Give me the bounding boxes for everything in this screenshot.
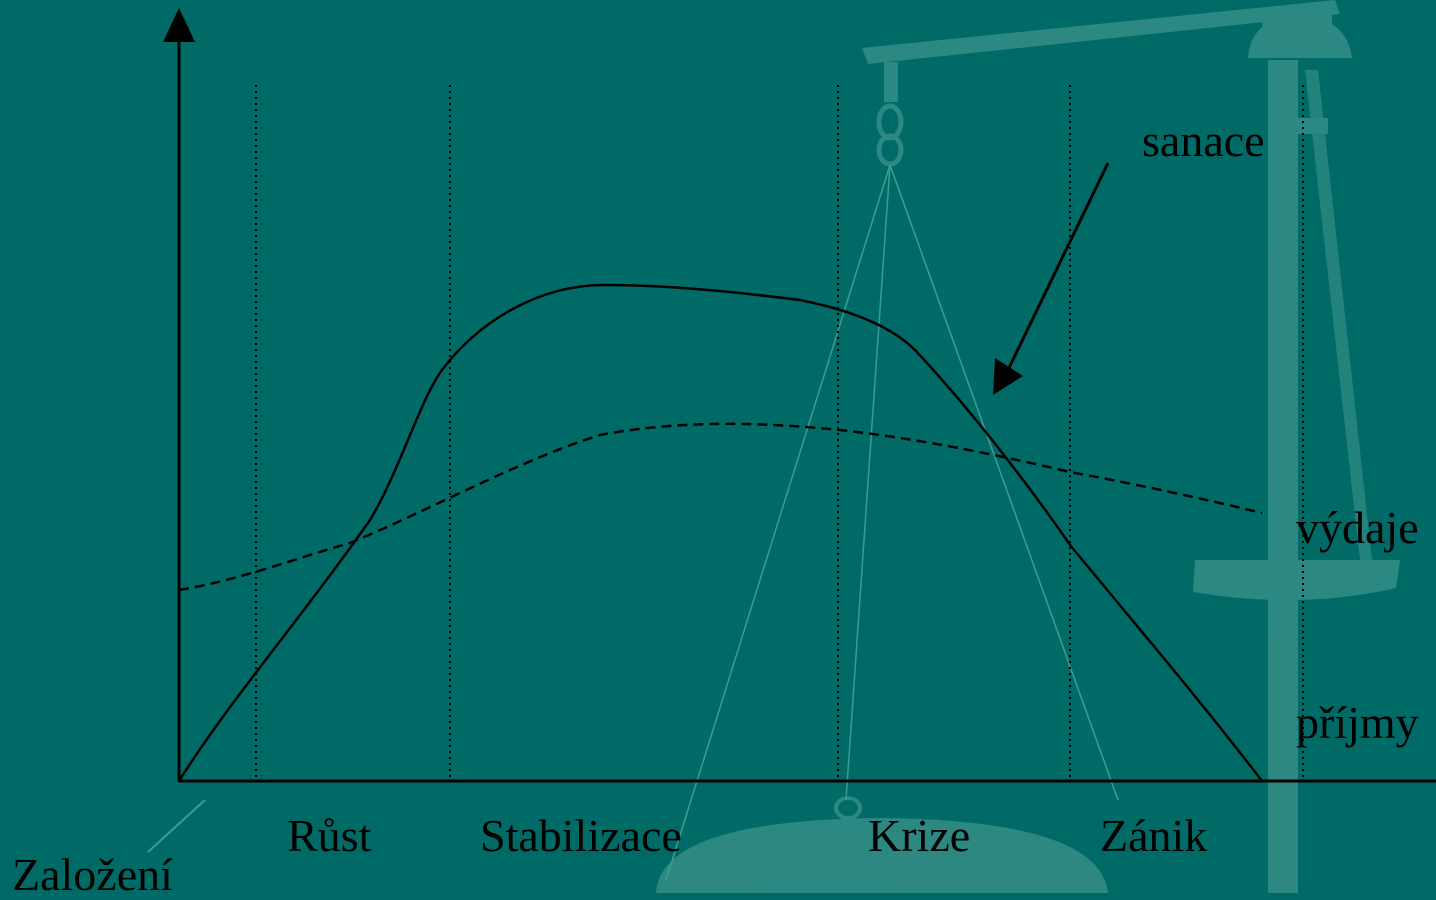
balance-scale-watermark: [656, 0, 1400, 893]
zalozeni-pointer: [147, 799, 206, 853]
axes: [177, 38, 1436, 783]
prijmy-curve: [177, 283, 1263, 782]
scale-strings: [665, 164, 1119, 881]
phase-dividers: [255, 85, 1304, 778]
sanace-arrow: [993, 162, 1110, 395]
y-axis-arrowhead: [163, 8, 195, 42]
label-sanace: sanace: [1142, 115, 1265, 166]
label-phase-zanik: Zánik: [1100, 810, 1208, 861]
label-prijmy: příjmy: [1296, 697, 1419, 748]
label-phase-stabilizace: Stabilizace: [480, 810, 682, 861]
label-phase-rust: Růst: [287, 810, 372, 861]
label-zalozeni: Založení: [12, 849, 173, 900]
label-vydaje: výdaje: [1296, 502, 1419, 553]
label-phase-krize: Krize: [868, 810, 971, 861]
vydaje-curve: [178, 422, 1263, 592]
